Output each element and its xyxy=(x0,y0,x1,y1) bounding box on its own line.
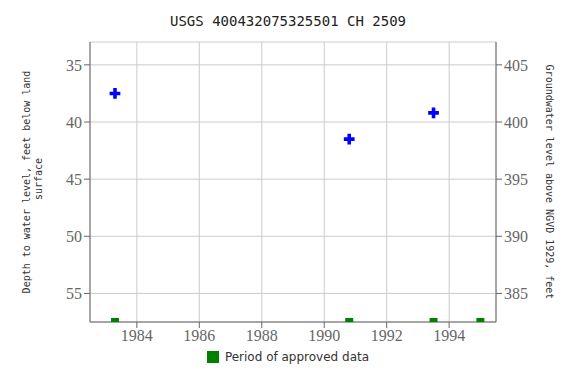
html-text:Period of approved data: Period of approved data xyxy=(224,350,370,364)
svg-text:405: 405 xyxy=(504,57,528,74)
svg-text:390: 390 xyxy=(504,228,528,245)
svg-text:35: 35 xyxy=(66,57,82,74)
svg-text:1984: 1984 xyxy=(121,327,153,344)
svg-text:1988: 1988 xyxy=(246,327,278,344)
svg-text:1986: 1986 xyxy=(183,327,215,344)
html-text:USGS 400432075325501 CH 2509: USGS 400432075325501 CH 2509 xyxy=(170,13,406,29)
svg-text:Depth to water level, feet bel: Depth to water level, feet below land su… xyxy=(21,71,44,294)
svg-text:55: 55 xyxy=(66,285,82,302)
svg-text:1992: 1992 xyxy=(371,327,403,344)
svg-text:385: 385 xyxy=(504,285,528,302)
svg-text:395: 395 xyxy=(504,171,528,188)
svg-text:400: 400 xyxy=(504,114,528,131)
svg-text:Groundwater level above NGVD 1: Groundwater level above NGVD 1929, feet xyxy=(545,65,556,300)
svg-text:40: 40 xyxy=(66,114,82,131)
svg-text:1994: 1994 xyxy=(433,327,465,344)
svg-text:1990: 1990 xyxy=(308,327,340,344)
svg-text:45: 45 xyxy=(66,171,82,188)
svg-text:50: 50 xyxy=(66,228,82,245)
